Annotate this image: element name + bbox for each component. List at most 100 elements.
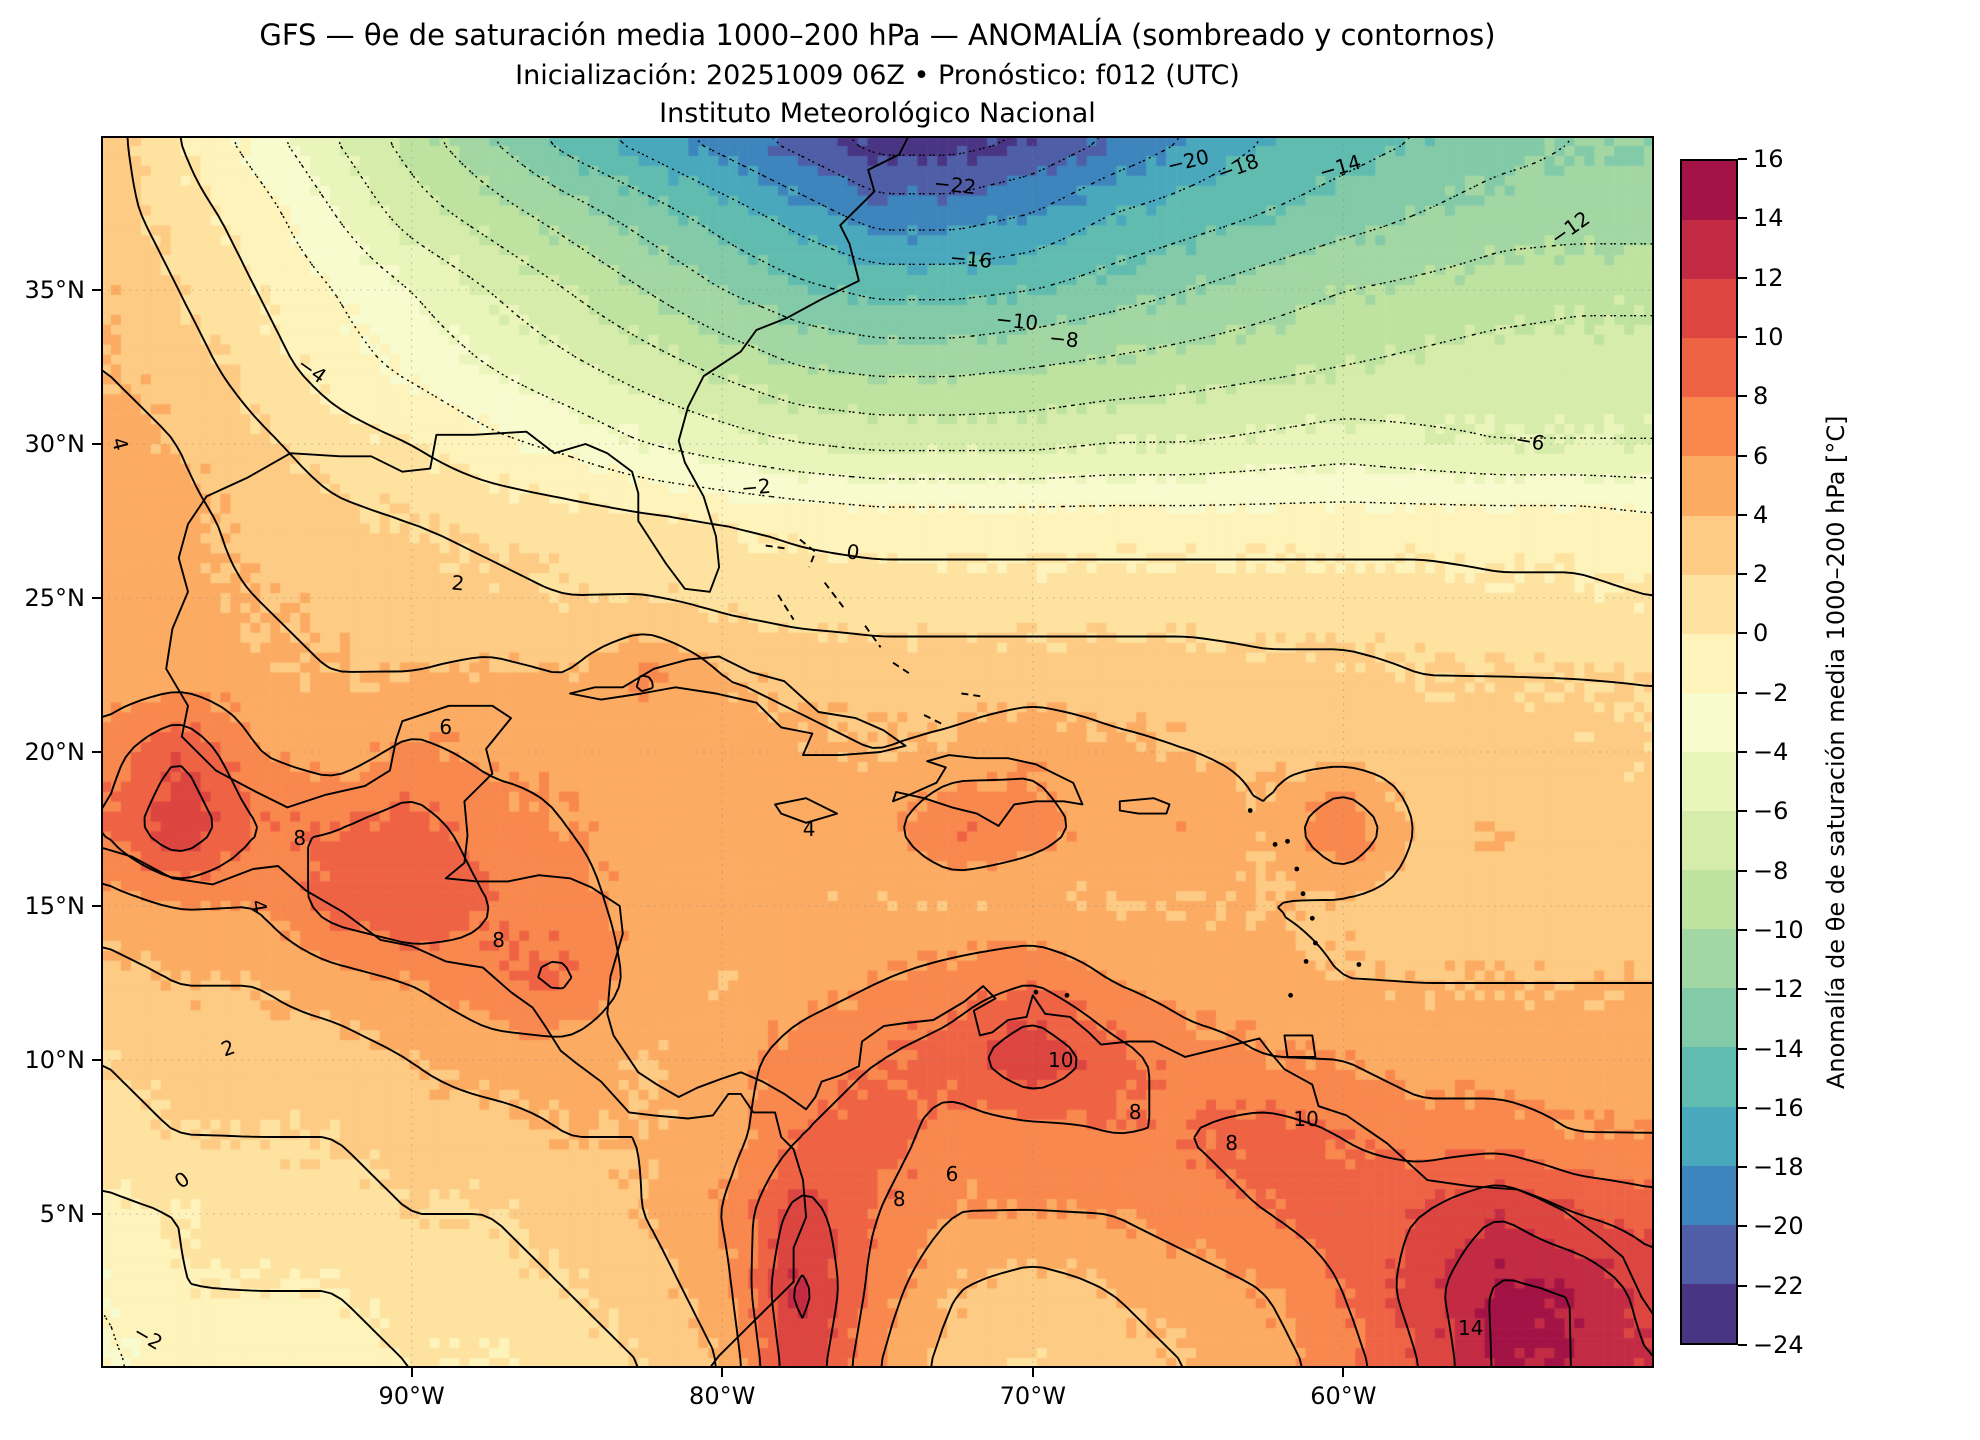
- island-dot: [1033, 989, 1039, 995]
- y-tick-mark: [92, 1059, 101, 1061]
- colorbar-tick-label: −8: [1753, 856, 1789, 885]
- island-dot: [1356, 962, 1362, 967]
- colorbar-tick-label: −14: [1753, 1034, 1804, 1063]
- coastline-bahamas-long-island: [864, 625, 882, 648]
- contour-label: 14: [1458, 1315, 1484, 1340]
- contour-label: 10: [1048, 1048, 1074, 1072]
- colorbar-swatch: [1682, 1283, 1736, 1343]
- colorbar-swatch: [1682, 574, 1736, 634]
- island-dot: [1300, 891, 1306, 897]
- coastline-trinidad: [1283, 1034, 1317, 1058]
- contour-label: 2: [218, 1034, 239, 1062]
- colorbar-tick-label: −12: [1753, 975, 1804, 1004]
- contour-label: 8: [892, 1186, 906, 1211]
- colorbar-tick-label: 8: [1753, 382, 1769, 411]
- island-dot: [1064, 992, 1070, 998]
- colorbar-tick-mark: [1738, 513, 1747, 516]
- y-tick-label: 35°N: [24, 276, 86, 304]
- y-tick-label: 30°N: [24, 430, 86, 458]
- colorbar-tick-mark: [1738, 1047, 1747, 1050]
- colorbar-swatch: [1682, 1106, 1736, 1166]
- colorbar-tick-mark: [1738, 1106, 1747, 1109]
- colorbar-tick-mark: [1738, 573, 1747, 576]
- y-tick-label: 20°N: [24, 738, 86, 766]
- y-tick-mark: [92, 443, 101, 445]
- colorbar-tick-label: 0: [1753, 619, 1769, 648]
- colorbar-tick-label: 16: [1753, 145, 1784, 173]
- map-overlay-svg: [101, 136, 1654, 1368]
- y-tick-mark: [92, 289, 101, 291]
- colorbar-swatch: [1682, 279, 1736, 339]
- colorbar-label: Anomalía de θe de saturación media 1000–…: [1822, 415, 1850, 1089]
- island-dot: [1313, 940, 1318, 946]
- contour-label: −20: [1164, 143, 1212, 178]
- colorbar-swatch: [1682, 1165, 1736, 1225]
- contour-label: −14: [1316, 149, 1364, 185]
- map-plot-area: −22 −20 −18 −14 −12 −16 −10 −8 −6 −4 −2 0 2 4 6 8 4 8 4 10 8…: [101, 136, 1654, 1368]
- colorbar-tick-label: 4: [1753, 500, 1769, 529]
- colorbar-tick-mark: [1738, 335, 1747, 338]
- colorbar-tick-mark: [1738, 276, 1747, 279]
- contour-label: 0: [169, 1166, 194, 1194]
- colorbar-swatch: [1682, 811, 1736, 871]
- colorbar-tick-label: −22: [1753, 1271, 1804, 1300]
- contour-label: 8: [293, 826, 307, 851]
- colorbar-tick-mark: [1738, 691, 1747, 694]
- island-dot: [1309, 915, 1315, 921]
- contour-label: 4: [246, 897, 273, 915]
- contour-labels-layer: −22 −20 −18 −14 −12 −16 −10 −8 −6 −4 −2 0 2 4 6 8 4 8 4 10 8…: [101, 136, 1654, 1368]
- colorbar-swatch: [1682, 751, 1736, 812]
- contour-label: −2: [740, 473, 773, 501]
- coastline-cuba: [569, 655, 907, 757]
- colorbar-swatch: [1682, 220, 1736, 280]
- contour-label: 8: [1128, 1100, 1142, 1125]
- contour-line--14: [546, 136, 1412, 301]
- colorbar-tick-label: 10: [1753, 322, 1784, 351]
- colorbar-tick-mark: [1738, 988, 1747, 991]
- colorbar: [1680, 159, 1738, 1345]
- contour-label: 8: [492, 927, 505, 952]
- colorbar-tick-mark: [1738, 395, 1747, 398]
- colorbar-swatch: [1682, 161, 1736, 221]
- island-dot: [1272, 842, 1278, 847]
- x-tick-label: 60°W: [1310, 1382, 1377, 1410]
- y-tick-mark: [92, 597, 101, 599]
- contour-line-12: [793, 1220, 1654, 1368]
- colorbar-swatch: [1682, 456, 1736, 516]
- contour-label: −12: [1545, 206, 1595, 251]
- colorbar-tick-label: −18: [1753, 1153, 1804, 1182]
- colorbar-swatch: [1682, 515, 1736, 575]
- contour-line--12: [493, 136, 1574, 339]
- colorbar-tick-label: 2: [1753, 560, 1769, 589]
- contour-label: 6: [945, 1161, 959, 1186]
- chart-title: GFS — θe de saturación media 1000–200 hP…: [259, 18, 1496, 52]
- colorbar-tick-label: −24: [1753, 1331, 1804, 1359]
- contour-label: 10: [1293, 1106, 1319, 1131]
- chart-institution: Instituto Meteorológico Nacional: [659, 98, 1096, 129]
- colorbar-tick-mark: [1738, 1166, 1747, 1169]
- coastline-pacific-coast: [101, 846, 808, 1368]
- colorbar-tick-label: −10: [1753, 915, 1804, 944]
- contour-line-2: [101, 136, 1654, 1368]
- contour-label: −22: [932, 171, 978, 200]
- colorbar-swatch: [1682, 397, 1736, 457]
- contour-line-0: [101, 136, 1654, 1368]
- y-tick-mark: [92, 905, 101, 907]
- y-tick-label: 10°N: [24, 1046, 86, 1074]
- contour-label: 6: [439, 715, 453, 740]
- y-tick-label: 15°N: [24, 892, 86, 920]
- x-tick-mark: [721, 1368, 724, 1377]
- contour-line-8: [101, 724, 1654, 1368]
- coastline-bahamas-andros: [777, 594, 795, 621]
- colorbar-swatch: [1682, 988, 1736, 1048]
- colorbar-tick-label: 6: [1753, 441, 1769, 470]
- x-tick-label: 90°W: [378, 1382, 445, 1410]
- colorbar-tick-mark: [1738, 1225, 1747, 1228]
- contour-line--4: [284, 136, 1654, 480]
- coastline-puerto-rico: [1118, 797, 1171, 815]
- x-tick-mark: [410, 1368, 413, 1377]
- contour-line-14: [1488, 1279, 1572, 1368]
- island-dot: [1285, 838, 1290, 844]
- colorbar-swatch: [1682, 692, 1736, 752]
- contour-label: 8: [1225, 1131, 1238, 1156]
